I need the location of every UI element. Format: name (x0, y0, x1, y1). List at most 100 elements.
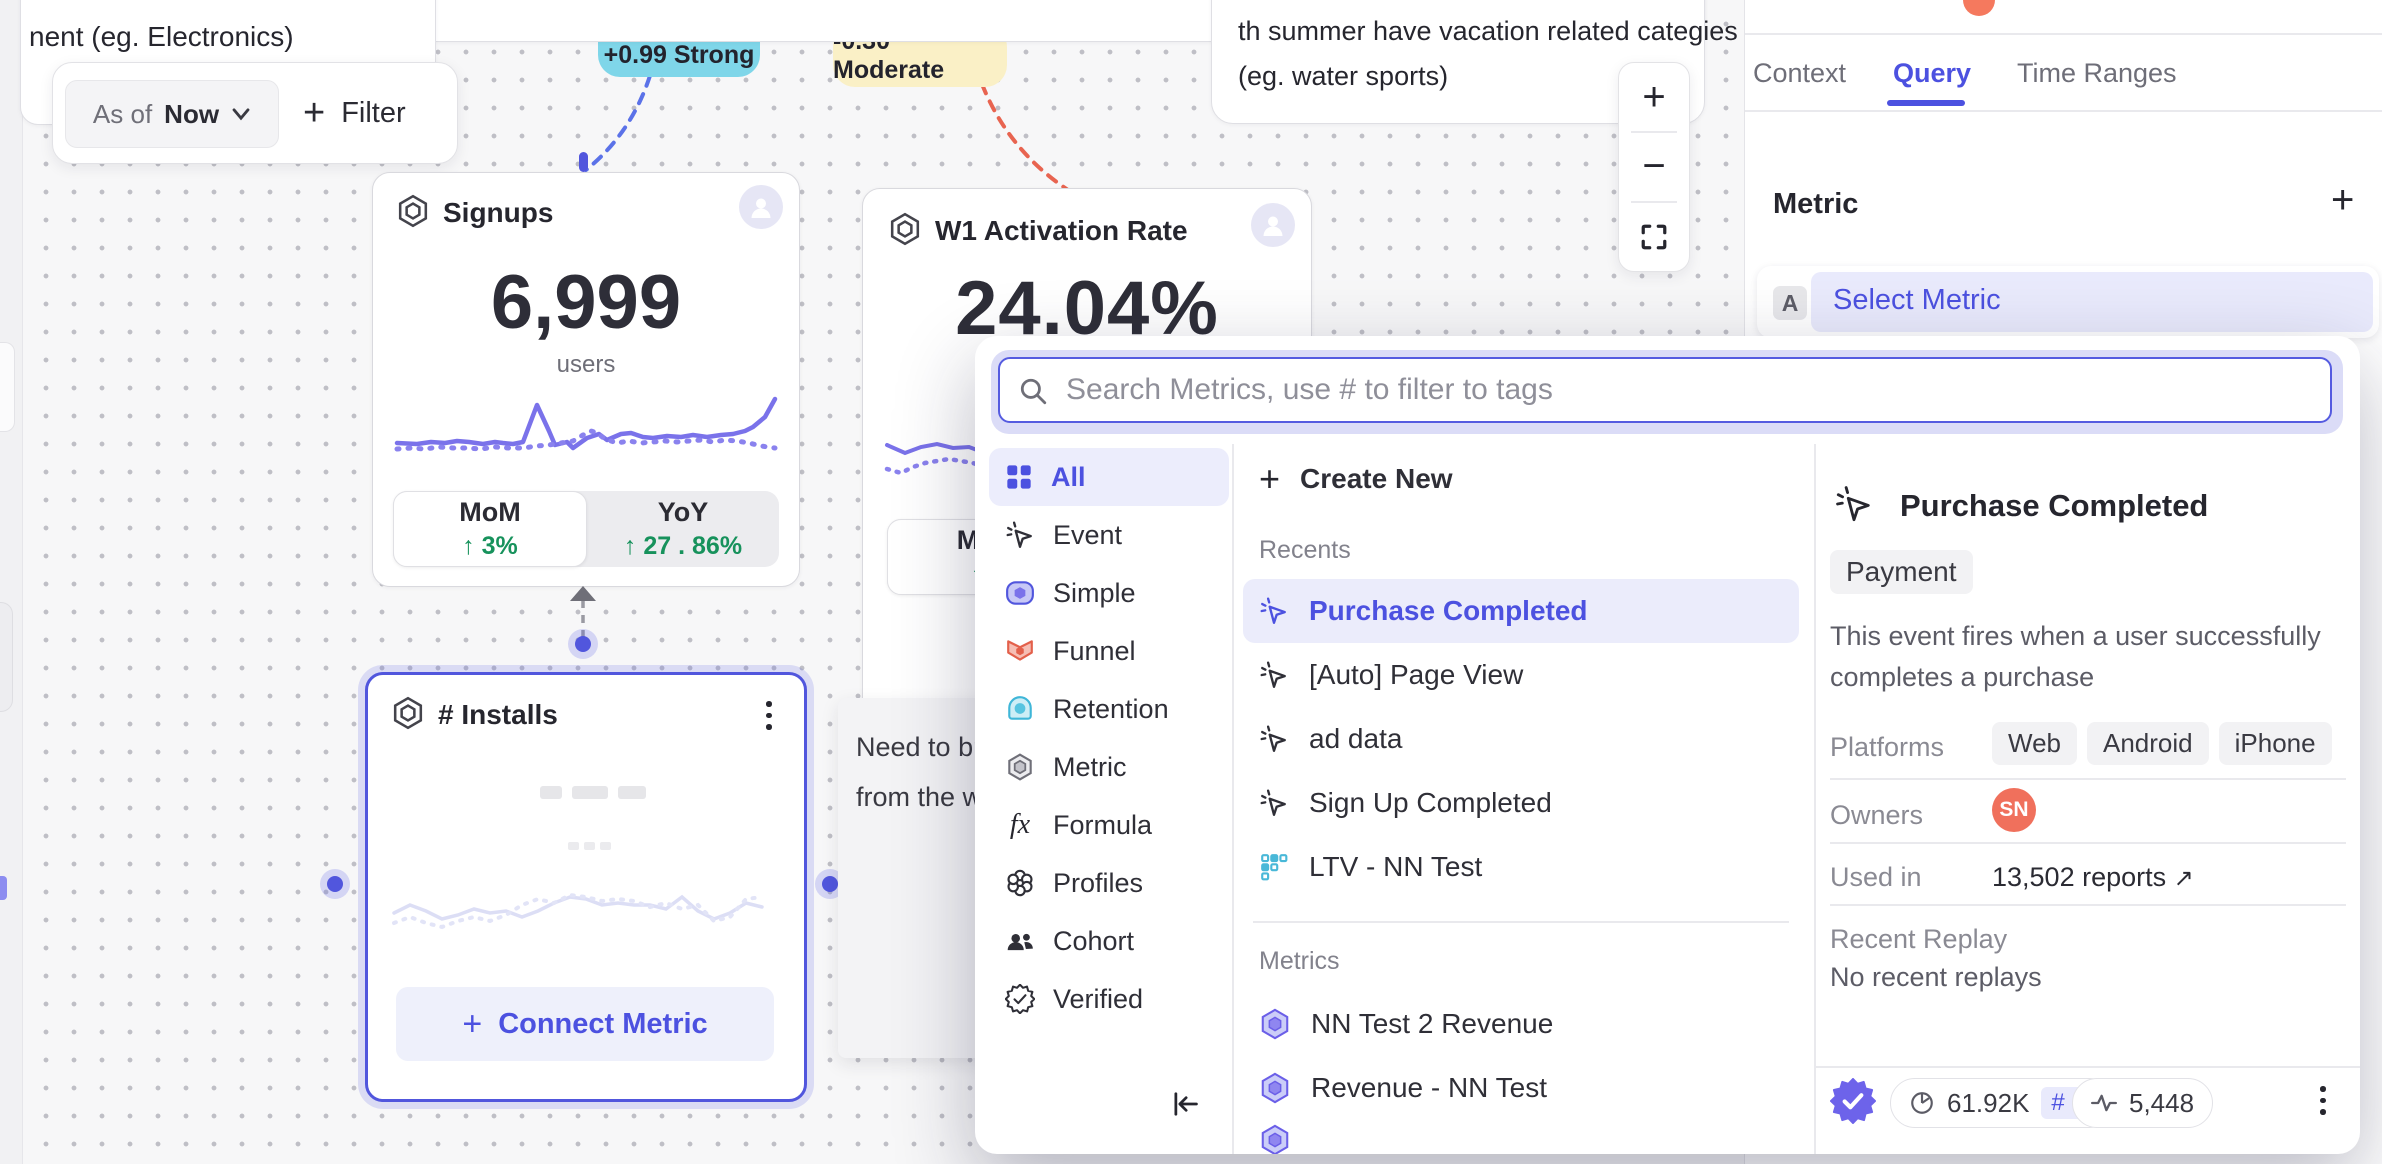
list-item-purchase-completed[interactable]: Purchase Completed (1243, 579, 1799, 643)
create-new-label: Create New (1300, 463, 1453, 494)
category-verified[interactable]: Verified (989, 970, 1229, 1028)
category-label: Cohort (1053, 925, 1135, 956)
card-signups[interactable]: Signups 6,999 users MoM ↑ 3% YoY ↑ 27 . … (372, 172, 800, 587)
connector-dot[interactable] (575, 636, 591, 652)
list-item-ad-data[interactable]: ad data (1243, 707, 1799, 771)
filter-button[interactable]: + Filter (303, 80, 406, 146)
detail-menu-button[interactable] (2320, 1086, 2326, 1115)
search-field[interactable] (998, 357, 2332, 423)
collapse-sidebar-button[interactable] (1165, 1084, 1205, 1124)
category-profiles[interactable]: Profiles (989, 854, 1229, 912)
select-metric-row[interactable]: A Select Metric (1757, 266, 2379, 338)
metric-hexagon-icon (887, 211, 923, 247)
category-funnel[interactable]: Funnel (989, 622, 1229, 680)
list-item-partial[interactable] (1243, 1120, 1799, 1154)
used-in-link[interactable]: 13,502 reports ↗ (1992, 862, 2194, 893)
recent-replay-label: Recent Replay (1830, 924, 2008, 954)
search-halo (991, 350, 2343, 434)
category-metric[interactable]: Metric (989, 738, 1229, 796)
create-new-button[interactable]: + Create New (1243, 444, 1799, 514)
category-all[interactable]: All (989, 448, 1229, 506)
list-item-sign-up-completed[interactable]: Sign Up Completed (1243, 771, 1799, 835)
category-cohort[interactable]: Cohort (989, 912, 1229, 970)
skeleton-dash (584, 842, 595, 850)
avatar[interactable] (1251, 203, 1295, 247)
sticky-note-summer-line2: (eg. water sports) (1238, 61, 1449, 91)
event-cursor-icon (1260, 597, 1286, 624)
tab-query[interactable]: Query (1893, 58, 1972, 88)
mom-toggle[interactable]: MoM ↑ 3% (393, 491, 587, 567)
yoy-label: YoY (657, 497, 709, 527)
person-icon (1263, 216, 1283, 236)
sticky-note-summer-line1: th summer have vacation related categies (1238, 16, 1738, 46)
external-arrow-icon: ↗ (2173, 865, 2194, 892)
search-icon (1020, 378, 1047, 405)
card-installs[interactable]: # Installs + Connect Metric (365, 672, 807, 1102)
verified-icon (1005, 984, 1035, 1014)
connector-arrow-up[interactable] (570, 586, 596, 601)
divider-vertical (1814, 444, 1816, 1154)
list-item-nn-test-2-revenue[interactable]: NN Test 2 Revenue (1243, 992, 1799, 1056)
event-cursor-icon (1260, 725, 1286, 752)
metric-hexagon-icon (390, 695, 426, 731)
zoom-out-button[interactable]: − (1642, 144, 1666, 189)
volume-value: 61.92K (1947, 1087, 2030, 1118)
category-retention[interactable]: Retention (989, 680, 1229, 738)
divider (1830, 778, 2346, 780)
card-unit: users (556, 351, 616, 378)
connect-metric-button[interactable]: + Connect Metric (396, 987, 774, 1061)
avatar[interactable] (739, 185, 783, 229)
category-simple[interactable]: Simple (989, 564, 1229, 622)
category-sidebar: All Event Simple Funnel Retention Metric (989, 448, 1229, 1028)
category-label: Formula (1053, 809, 1153, 840)
category-event[interactable]: Event (989, 506, 1229, 564)
category-formula[interactable]: fx Formula (989, 796, 1229, 854)
connector-dot[interactable] (327, 876, 343, 892)
sticky-note-need-line2: from the wa (856, 782, 998, 812)
detail-tag[interactable]: Payment (1830, 550, 1973, 594)
collapse-left-icon (1174, 1092, 1198, 1116)
divider (1830, 904, 2346, 906)
list-item-auto-page-view[interactable]: [Auto] Page View (1243, 643, 1799, 707)
sticky-note-summer[interactable]: th summer have vacation related categies… (1211, 0, 1738, 124)
category-label: Retention (1053, 693, 1169, 724)
skeleton-dash (568, 842, 579, 850)
add-metric-button[interactable]: + (2331, 178, 2355, 222)
card-menu-button[interactable] (766, 701, 772, 730)
list-item-revenue-nn-test[interactable]: Revenue - NN Test (1243, 1056, 1799, 1120)
left-edge-artifact-purple (0, 876, 7, 900)
list-item-label: ad data (1309, 723, 1403, 754)
event-cursor-icon (1006, 521, 1032, 548)
zoom-in-button[interactable]: + (1642, 74, 1666, 119)
metric-hexagon-icon (1261, 1124, 1289, 1154)
tab-context[interactable]: Context (1753, 58, 1847, 88)
cohort-icon (1007, 933, 1033, 951)
metric-list: + Create New Recents Purchase Completed … (1243, 444, 1799, 1154)
search-input[interactable] (1064, 358, 2330, 422)
category-label: Event (1053, 519, 1123, 550)
mom-value: ↑ 3% (462, 532, 518, 560)
tab-time-ranges[interactable]: Time Ranges (2017, 58, 2177, 88)
select-metric-label: Select Metric (1833, 284, 2001, 316)
metric-picker-modal: All Event Simple Funnel Retention Metric (975, 336, 2360, 1154)
skeleton-bar (618, 786, 646, 799)
list-item-label: NN Test 2 Revenue (1311, 1007, 1554, 1039)
notification-dot (1963, 0, 1995, 16)
platforms-label: Platforms (1830, 732, 1945, 762)
zoom-controls: + − (1618, 62, 1690, 272)
owners-label: Owners (1830, 800, 1924, 830)
connector-dot[interactable] (822, 876, 838, 892)
fit-view-button[interactable] (1619, 203, 1689, 271)
yoy-toggle[interactable]: YoY ↑ 27 . 86% (587, 491, 779, 567)
owner-avatar[interactable]: SN (1992, 788, 2036, 832)
events-stat-pill[interactable]: 5,448 (2072, 1078, 2214, 1128)
list-item-ltv-nn-test[interactable]: LTV - NN Test (1243, 835, 1799, 899)
metric-detail-panel: Purchase Completed Payment This event fi… (1814, 444, 2360, 1154)
as-of-value: Now (164, 98, 220, 129)
used-in-label: Used in (1830, 862, 1922, 892)
formula-icon: fx (1009, 809, 1031, 840)
metric-hexagon-icon (1261, 1072, 1289, 1103)
verified-badge-icon[interactable] (1830, 1078, 1876, 1124)
platform-tag-web: Web (1992, 722, 2077, 765)
as-of-dropdown[interactable]: As of Now (65, 80, 279, 148)
